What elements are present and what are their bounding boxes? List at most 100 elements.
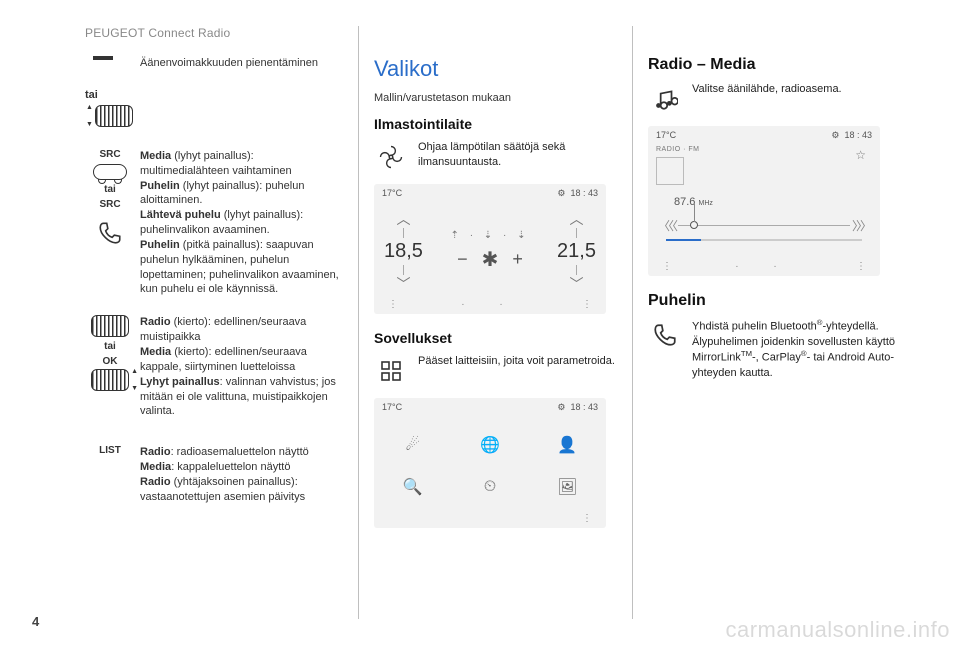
heading-radio-media: Radio – Media: [648, 56, 908, 74]
screen-bottom-dots: · ·: [374, 299, 606, 310]
clock: 18 : 43: [570, 402, 598, 412]
chevron-down-icon: ﹀: [396, 277, 410, 291]
apps-grid-icon: [374, 354, 408, 388]
chevron-down-icon: ﹀: [570, 277, 584, 291]
fan-speed-row: − ✱ +: [457, 247, 523, 272]
temp-display: 17°C: [382, 188, 402, 199]
knob-icon-block: [85, 105, 345, 127]
right-temp-control: ︿ 21,5 ﹀: [557, 212, 596, 291]
gear-icon: ⚙: [557, 188, 565, 198]
climate-body: ︿ 18,5 ﹀ ⇡ · ⇣ · ⇣ − ✱ + ︿: [384, 208, 596, 294]
temp-display: 17°C: [656, 130, 676, 141]
src-button-icon: [93, 164, 127, 180]
block-list: LIST Radio: radioasemaluettelon näyttö M…: [85, 445, 345, 504]
tai-label: tai: [85, 341, 135, 352]
text: -yhteydellä.: [822, 321, 878, 333]
ilmastointi-desc: Ohjaa lämpötilan säätöjä sekä ilmansuunt…: [418, 140, 618, 170]
sovellukset-desc: Pääset laitteisiin, joita voit parametro…: [418, 354, 615, 369]
chevron-up-icon: ︿: [396, 212, 410, 226]
temp-display: 17°C: [382, 402, 402, 413]
column-3: Radio – Media Valitse äänilähde, radioas…: [648, 56, 908, 391]
label: Puhelin: [140, 180, 180, 192]
watermark: carmanualsonline.info: [725, 617, 950, 643]
fan-icon: ✱: [482, 247, 499, 272]
tune-right-icon: 〉〉〉: [850, 217, 872, 234]
radio-desc-row: Valitse äänilähde, radioasema.: [648, 82, 908, 116]
gear-icon: ⚙: [831, 130, 839, 140]
ok-knob-icon: [91, 369, 129, 391]
screen-topbar: 17°C ⚙ 18 : 43: [656, 130, 872, 141]
favorite-star-icon: ☆: [855, 148, 866, 162]
gear-icon: ⚙: [557, 402, 565, 412]
heading-sovellukset: Sovellukset: [374, 330, 618, 346]
puhelin-desc-row: Yhdistä puhelin Bluetooth®-yhteydellä. Ä…: [648, 318, 908, 381]
puhelin-desc: Yhdistä puhelin Bluetooth®-yhteydellä. Ä…: [692, 318, 908, 381]
column-separator: [632, 26, 633, 619]
text: : kappaleluettelon näyttö: [171, 461, 290, 473]
page: PEUGEOT Connect Radio Äänenvoimakkuuden …: [0, 0, 960, 649]
scroll-knob-icon: [91, 315, 129, 337]
chevron-up-icon: ︿: [570, 212, 584, 226]
app-icon: ⏲: [451, 466, 528, 508]
block-knob: tai OK Radio (kierto): edellinen/seuraav…: [85, 315, 345, 419]
heading-puhelin: Puhelin: [648, 292, 908, 310]
plus-icon: +: [512, 249, 523, 270]
label: Radio: [140, 476, 171, 488]
app-icon: ☄: [374, 424, 451, 466]
sovellukset-desc-row: Pääset laitteisiin, joita voit parametro…: [374, 354, 618, 388]
heading-ilmastointi: Ilmastointilaite: [374, 116, 618, 132]
apps-screen: 17°C ⚙ 18 : 43 ☄ 🌐 👤 🔍 ⏲ 🖼 ⋮: [374, 398, 606, 528]
app-icon: 🌐: [451, 424, 528, 466]
left-temp-value: 18,5: [384, 240, 423, 263]
left-temp-control: ︿ 18,5 ﹀: [384, 212, 423, 291]
app-icon: 🔍: [374, 466, 451, 508]
minus-icon: −: [457, 249, 468, 270]
apps-grid: ☄ 🌐 👤 🔍 ⏲ 🖼: [374, 424, 606, 508]
radio-screen: 17°C ⚙ 18 : 43 ☆ RADIO · FM 87.6 MHz 〈〈〈…: [648, 126, 880, 276]
ok-label: OK: [85, 356, 135, 367]
knob-text: Radio (kierto): edellinen/seuraava muist…: [140, 315, 345, 419]
heading-valikot: Valikot: [374, 56, 618, 82]
progress-bar: [666, 239, 862, 241]
screen-topbar: 17°C ⚙ 18 : 43: [382, 188, 598, 199]
minus-bar-icon: [85, 56, 135, 60]
label: Radio: [140, 316, 171, 328]
ilmastointi-desc-row: Ohjaa lämpötilan säätöjä sekä ilmansuunt…: [374, 140, 618, 174]
right-temp-value: 21,5: [557, 240, 596, 263]
src-icon-stack: SRC tai SRC: [85, 149, 135, 246]
label: Lyhyt painallus: [140, 376, 220, 388]
label: Media: [140, 150, 171, 162]
app-icon: 👤: [529, 424, 606, 466]
volume-down-text: Äänenvoimakkuuden pienentäminen: [140, 56, 345, 71]
tuning-indicator: [690, 221, 698, 229]
fan-icon: [374, 140, 408, 174]
more-icon: ⋮: [582, 513, 592, 524]
climate-screen: 17°C ⚙ 18 : 43 ︿ 18,5 ﹀ ⇡ · ⇣ · ⇣ − ✱ +: [374, 184, 606, 314]
tai-label: tai: [85, 89, 345, 101]
climate-center: ⇡ · ⇣ · ⇣ − ✱ +: [451, 230, 530, 272]
app-icon: 🖼: [529, 466, 606, 508]
tuning-bar: 〈〈〈 〉〉〉: [656, 217, 872, 234]
freq-unit: MHz: [698, 200, 712, 207]
label: Media: [140, 461, 171, 473]
screen-bottom-dots: · ·: [648, 261, 880, 272]
src-label: SRC: [85, 149, 135, 160]
src-text: Media (lyhyt painallus): multimedialähte…: [140, 149, 345, 297]
tune-left-icon: 〈〈〈: [656, 217, 678, 234]
list-text: Radio: radioasemaluettelon näyttö Media:…: [140, 445, 345, 504]
tai-label: tai: [85, 184, 135, 195]
column-2: Valikot Mallin/varustetason mukaan Ilmas…: [374, 56, 618, 544]
phone-icon: [97, 220, 123, 246]
clock: 18 : 43: [844, 130, 872, 140]
phone-icon: [648, 318, 682, 352]
radio-body: ☆ RADIO · FM 87.6 MHz 〈〈〈 〉〉〉: [656, 146, 872, 256]
list-label-text: LIST: [85, 445, 135, 456]
music-note-icon: [648, 82, 682, 116]
subtitle: Mallin/varustetason mukaan: [374, 92, 618, 104]
src-label: SRC: [85, 199, 135, 210]
block-volume-down: Äänenvoimakkuuden pienentäminen: [85, 56, 345, 71]
knob-icon-stack: tai OK: [85, 315, 135, 391]
column-separator: [358, 26, 359, 619]
text: Yhdistä puhelin Bluetooth: [692, 321, 817, 333]
list-label: LIST: [85, 445, 135, 456]
